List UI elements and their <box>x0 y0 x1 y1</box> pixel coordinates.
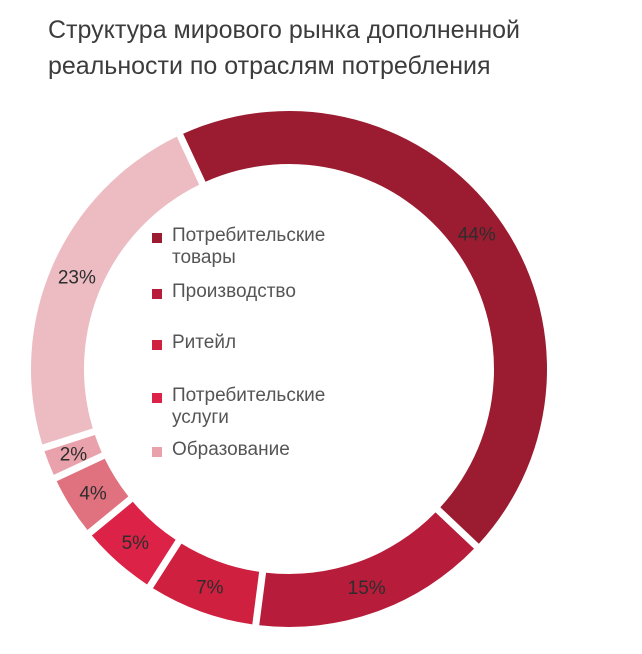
slice-label-segment-7: 23% <box>58 267 96 288</box>
legend-swatch-consumer-goods <box>152 233 162 243</box>
chart-title: Структура мирового рынка дополненной реа… <box>48 12 628 84</box>
legend-swatch-retail <box>152 340 162 350</box>
slice-production <box>259 512 475 627</box>
legend-item-production: Производство <box>152 281 296 303</box>
slice-label-production: 15% <box>348 578 386 599</box>
slice-education <box>56 458 129 531</box>
slice-label-consumer-goods: 44% <box>458 225 496 246</box>
donut-labels: 44% 15% 7% 5% 4% 2% 23% <box>58 225 496 600</box>
slice-segment-7 <box>31 136 200 445</box>
legend-swatch-production <box>152 289 162 299</box>
slice-consumer-goods <box>183 110 548 544</box>
slice-label-retail: 7% <box>196 578 224 599</box>
chart-title-line-2: реальности по отраслям потребления <box>48 52 491 80</box>
slice-label-education: 4% <box>79 483 107 504</box>
legend-label-consumer-services-line-2: услуги <box>172 407 229 428</box>
slice-retail <box>152 543 260 625</box>
slice-label-segment-6: 2% <box>60 444 88 465</box>
legend-label-consumer-goods-line-2: товары <box>172 247 236 268</box>
legend-label-consumer-services-line-1: Потребительские <box>172 385 326 406</box>
legend-label-consumer-goods-line-1: Потребительские <box>172 225 326 246</box>
legend-item-education: Образование <box>152 439 290 461</box>
slice-label-consumer-services: 5% <box>122 533 150 554</box>
slice-consumer-services <box>91 501 176 585</box>
chart-title-line-1: Структура мирового рынка дополненной <box>48 16 521 44</box>
slice-segment-6 <box>44 434 102 475</box>
legend-item-consumer-services: Потребительские услуги <box>152 385 325 429</box>
legend-label-education: Образование <box>172 439 290 460</box>
legend-swatch-education <box>152 447 162 457</box>
donut-slices <box>31 110 548 627</box>
legend-item-consumer-goods: Потребительские товары <box>152 225 325 269</box>
legend-label-production: Производство <box>172 281 296 302</box>
legend-label-retail: Ритейл <box>172 332 237 353</box>
legend-swatch-consumer-services <box>152 393 162 403</box>
legend-item-retail: Ритейл <box>152 332 236 354</box>
